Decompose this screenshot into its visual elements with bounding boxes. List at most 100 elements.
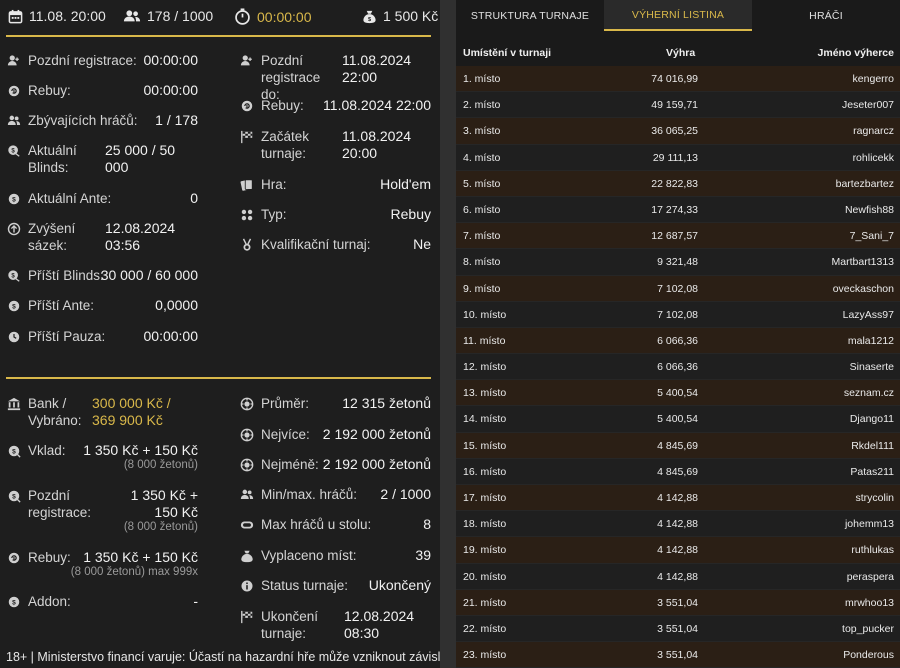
info-value: 12 315 žetonů bbox=[342, 395, 431, 411]
info-value: 11.08.2024 20:00 bbox=[342, 128, 412, 161]
panel-divider bbox=[440, 0, 456, 668]
label-text: Nejvíce: bbox=[261, 427, 310, 442]
deposit-icon: $ bbox=[7, 489, 21, 503]
info-label: Zbývajících hráčů: bbox=[7, 112, 157, 129]
info-value: 12.08.2024 08:30 bbox=[344, 608, 415, 641]
cell-prize: 17 274,33 bbox=[651, 203, 698, 216]
label-text: Průměr: bbox=[261, 396, 310, 411]
info-value: 12.08.2024 03:56 bbox=[105, 220, 176, 253]
cell-winner: Jeseter007 bbox=[842, 99, 894, 112]
cell-place: 9. místo bbox=[463, 282, 501, 295]
clock-icon bbox=[7, 330, 21, 344]
tab-payout-list[interactable]: VÝHERNÍ LISTINA bbox=[604, 0, 752, 31]
start-date-text: 11.08. 20:00 bbox=[29, 8, 106, 24]
users-icon bbox=[123, 10, 141, 22]
label-text: Status turnaje: bbox=[261, 578, 349, 593]
ante-icon: $ bbox=[7, 192, 21, 206]
label-text: Rebuy: bbox=[261, 98, 304, 113]
info-label: $ Aktuální Blinds: bbox=[7, 142, 97, 176]
player-count-text: 178 / 1000 bbox=[147, 8, 214, 24]
cell-prize: 6 066,36 bbox=[657, 334, 698, 347]
cell-prize: 22 822,83 bbox=[651, 177, 698, 190]
info-label: Max hráčů u stolu: bbox=[240, 516, 410, 533]
timer-text: 00:00:00 bbox=[257, 8, 312, 25]
cell-place: 16. místo bbox=[463, 465, 507, 478]
label-text: Pozdní registrace: bbox=[28, 53, 137, 68]
tab-bar: STRUKTURA TURNAJE VÝHERNÍ LISTINA HRÁČI bbox=[456, 0, 900, 31]
info-value: 39 bbox=[415, 547, 431, 563]
label-text: Aktuální Blinds: bbox=[28, 143, 77, 175]
table-row: 11. místo 6 066,36 mala1212 bbox=[456, 327, 900, 355]
table-icon bbox=[240, 518, 254, 532]
medal-icon bbox=[240, 238, 254, 252]
label-text: Bank / Vybráno: bbox=[28, 396, 82, 428]
label-text: Zbývajících hráčů: bbox=[28, 113, 138, 128]
cell-place: 23. místo bbox=[463, 649, 507, 662]
cell-prize: 4 845,69 bbox=[657, 465, 698, 478]
cell-prize: 7 102,08 bbox=[657, 282, 698, 295]
label-text: Nejméně: bbox=[261, 457, 319, 472]
info-label: Příští Pauza: bbox=[7, 328, 157, 345]
cell-winner: ruthlukas bbox=[851, 544, 894, 557]
cell-place: 14. místo bbox=[463, 413, 507, 426]
suits-icon bbox=[240, 208, 254, 222]
svg-text:$: $ bbox=[13, 89, 16, 94]
tournament-info-panel: 11.08. 20:00 178 / 1000 00:00:00 $ 1 500… bbox=[0, 0, 461, 668]
money-bag-icon: $ bbox=[363, 10, 376, 23]
cell-winner: strycolin bbox=[855, 492, 894, 504]
info-label: Pozdní registrace do: bbox=[240, 52, 340, 103]
info-value: 1 350 Kč + 150 Kč bbox=[130, 487, 198, 520]
cards-icon bbox=[240, 178, 254, 192]
label-text: Kvalifikační turnaj: bbox=[261, 237, 371, 252]
label-text: Příští Ante: bbox=[28, 298, 95, 313]
cell-place: 13. místo bbox=[463, 387, 507, 400]
info-value: 11.08.2024 22:00 bbox=[342, 52, 412, 85]
cell-prize: 12 687,57 bbox=[651, 230, 698, 243]
tab-players[interactable]: HRÁČI bbox=[809, 9, 843, 22]
cell-winner: ragnarcz bbox=[853, 125, 894, 138]
cell-prize: 49 159,71 bbox=[651, 99, 698, 112]
cell-place: 6. místo bbox=[463, 203, 501, 216]
table-row: 5. místo 22 822,83 bartezbartez bbox=[456, 170, 900, 197]
info-value: Hold'em bbox=[380, 176, 431, 192]
info-label: Typ: bbox=[240, 206, 400, 223]
cell-winner: top_pucker bbox=[842, 622, 894, 635]
cell-prize: 29 111,13 bbox=[652, 151, 698, 164]
cell-place: 18. místo bbox=[463, 518, 507, 531]
table-row: 16. místo 4 845,69 Patas211 bbox=[456, 458, 900, 485]
label-text: Addon: bbox=[28, 594, 71, 609]
svg-text:$: $ bbox=[12, 303, 16, 310]
cell-prize: 4 142,88 bbox=[657, 544, 698, 557]
info-value: Rebuy bbox=[390, 206, 431, 222]
label-text: Vklad: bbox=[28, 443, 66, 458]
tab-structure[interactable]: STRUKTURA TURNAJE bbox=[470, 9, 590, 22]
info-icon bbox=[240, 579, 254, 593]
user-plus-icon bbox=[7, 54, 21, 68]
user-plus-icon bbox=[240, 54, 254, 68]
info-label: Nejméně: bbox=[240, 456, 410, 473]
cell-winner: bartezbartez bbox=[835, 177, 894, 190]
info-value: 2 192 000 žetonů bbox=[322, 456, 431, 472]
stopwatch-icon bbox=[235, 8, 250, 25]
cell-winner: LazyAss97 bbox=[842, 308, 894, 321]
svg-text:$: $ bbox=[11, 147, 15, 154]
label-text: Typ: bbox=[261, 207, 287, 222]
cell-winner: mala1212 bbox=[847, 334, 894, 347]
info-label: Bank / Vybráno: bbox=[7, 395, 87, 429]
chip-icon bbox=[240, 458, 254, 472]
flag-icon bbox=[240, 130, 254, 144]
cell-place: 21. místo bbox=[463, 596, 507, 609]
cell-prize: 4 142,88 bbox=[657, 570, 698, 583]
info-label: Pozdní registrace: bbox=[7, 52, 157, 69]
table-row: 21. místo 3 551,04 mrwhoo13 bbox=[456, 589, 900, 616]
tournament-timer: 00:00:00 bbox=[234, 8, 312, 25]
table-row: 15. místo 4 845,69 Rkdel111 bbox=[456, 432, 900, 459]
calendar-icon bbox=[8, 9, 23, 23]
cell-prize: 36 065,25 bbox=[651, 125, 698, 138]
info-label: Začátek turnaje: bbox=[240, 128, 340, 162]
cell-winner: Django11 bbox=[849, 413, 894, 426]
table-row: 8. místo 9 321,48 Martbart1313 bbox=[456, 249, 900, 276]
ante-icon: $ bbox=[7, 299, 21, 313]
label-text: Aktuální Ante: bbox=[28, 191, 112, 206]
info-value: 0,0000 bbox=[155, 297, 198, 313]
